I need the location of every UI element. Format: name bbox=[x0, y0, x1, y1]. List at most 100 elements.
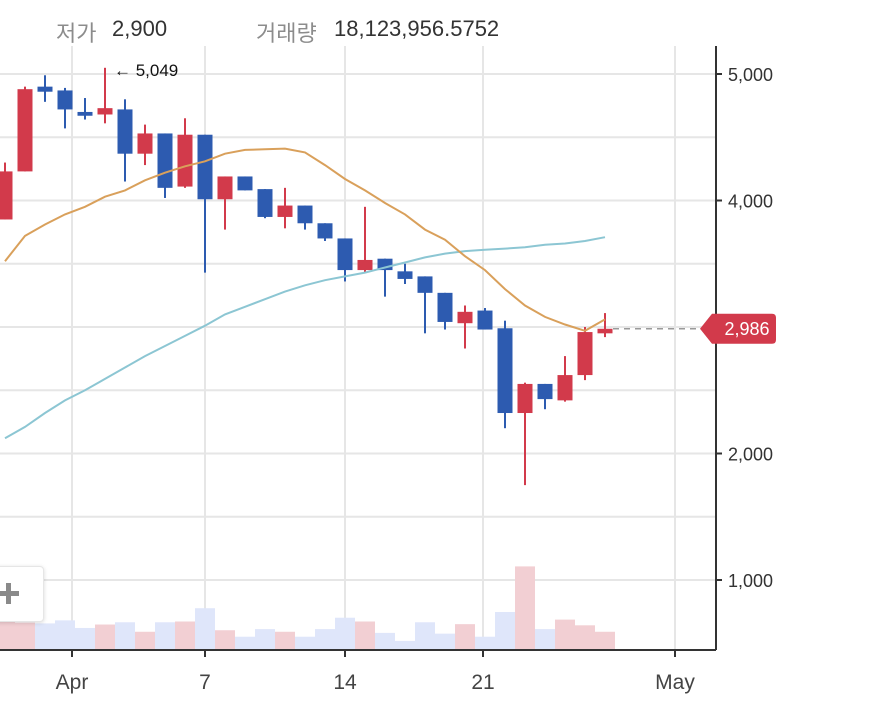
candle-body bbox=[237, 176, 253, 191]
candle-body bbox=[37, 86, 53, 92]
candle-body bbox=[257, 189, 273, 217]
candle bbox=[437, 292, 453, 330]
candle-body bbox=[157, 133, 173, 188]
low-price-label: 저가 bbox=[56, 21, 97, 46]
y-tick-label: 2,000 bbox=[728, 445, 773, 465]
volume-bar bbox=[315, 629, 335, 650]
candle-body bbox=[477, 310, 493, 330]
candle bbox=[397, 263, 413, 284]
candle bbox=[197, 134, 213, 273]
volume-bar bbox=[275, 631, 295, 650]
candle bbox=[217, 176, 233, 230]
candle bbox=[477, 308, 493, 330]
candle bbox=[297, 205, 313, 230]
candle bbox=[277, 187, 293, 229]
grid-lines bbox=[0, 46, 716, 650]
candle bbox=[577, 327, 593, 381]
volume-bar bbox=[195, 608, 215, 650]
candle-body bbox=[137, 133, 153, 154]
candle-body bbox=[417, 276, 433, 293]
y-tick-label: 5,000 bbox=[728, 65, 773, 85]
moving-averages bbox=[4, 147, 606, 440]
volume-value: 18,123,956.5752 bbox=[334, 16, 500, 41]
candle bbox=[97, 67, 113, 124]
volume-bar bbox=[395, 640, 415, 650]
candle-body bbox=[437, 292, 453, 322]
candles bbox=[0, 67, 613, 486]
zoom-in-button[interactable] bbox=[0, 566, 44, 622]
candle-body bbox=[597, 328, 613, 334]
volume-bar bbox=[435, 633, 455, 650]
candle bbox=[337, 238, 353, 282]
candle bbox=[417, 276, 433, 334]
volume-bars bbox=[0, 566, 615, 650]
low-price-value: 2,900 bbox=[112, 16, 168, 41]
candle-body bbox=[497, 328, 513, 414]
volume-bar bbox=[135, 631, 155, 650]
candle bbox=[317, 223, 333, 241]
candle bbox=[497, 320, 513, 429]
candle bbox=[257, 189, 273, 219]
volume-bar bbox=[335, 617, 355, 650]
candle-body bbox=[337, 238, 353, 271]
candle bbox=[57, 87, 73, 129]
volume-bar bbox=[255, 629, 275, 650]
x-tick-label: 7 bbox=[199, 671, 211, 694]
x-tick-label: Apr bbox=[56, 671, 89, 694]
candle-body bbox=[117, 109, 133, 154]
y-tick-label: 1,000 bbox=[728, 571, 773, 591]
candle-body bbox=[537, 383, 553, 400]
volume-bar bbox=[595, 631, 615, 650]
candle-body bbox=[97, 108, 113, 115]
candle-body bbox=[517, 383, 533, 414]
candle bbox=[77, 98, 93, 120]
candle-body bbox=[77, 111, 93, 116]
candle bbox=[0, 162, 13, 220]
volume-bar bbox=[295, 636, 315, 650]
x-tick-label: 21 bbox=[471, 671, 494, 694]
volume-bar bbox=[355, 621, 375, 650]
volume-label: 거래량 bbox=[256, 21, 317, 46]
candle-body bbox=[457, 311, 473, 324]
current-price-tag bbox=[700, 313, 776, 344]
candle-body bbox=[317, 223, 333, 239]
candle bbox=[537, 383, 553, 410]
y-tick-label: 4,000 bbox=[728, 192, 773, 212]
volume-bar bbox=[495, 612, 515, 650]
volume-bar bbox=[75, 627, 95, 650]
moving-average-long bbox=[4, 236, 606, 440]
candle-body bbox=[17, 89, 33, 172]
candle bbox=[157, 133, 173, 198]
moving-average-short bbox=[4, 147, 606, 332]
volume-bar bbox=[115, 622, 135, 650]
candle bbox=[457, 305, 473, 349]
volume-bar bbox=[375, 632, 395, 650]
volume-bar bbox=[235, 636, 255, 650]
volume-bar bbox=[15, 622, 35, 650]
volume-bar bbox=[475, 636, 495, 650]
volume-bar bbox=[515, 566, 535, 650]
x-tick-label: May bbox=[655, 671, 695, 694]
max-price-annotation: ← 5,049 bbox=[114, 61, 178, 80]
candle bbox=[517, 382, 533, 486]
candle-body bbox=[0, 171, 13, 220]
candle bbox=[37, 75, 53, 102]
candle bbox=[117, 99, 133, 182]
candle-body bbox=[57, 90, 73, 110]
volume-bar bbox=[175, 621, 195, 650]
annotations: ← 5,049 2,986 bbox=[114, 61, 776, 344]
candle-body bbox=[577, 332, 593, 376]
candle bbox=[597, 313, 613, 338]
candle-body bbox=[357, 259, 373, 271]
candle-body bbox=[297, 205, 313, 224]
candle-body bbox=[377, 258, 393, 271]
candle bbox=[137, 124, 153, 166]
volume-bar bbox=[415, 622, 435, 650]
candle bbox=[557, 356, 573, 402]
candle-body bbox=[177, 134, 193, 187]
candle-body bbox=[557, 375, 573, 401]
candle bbox=[17, 86, 33, 172]
candle bbox=[237, 176, 253, 191]
